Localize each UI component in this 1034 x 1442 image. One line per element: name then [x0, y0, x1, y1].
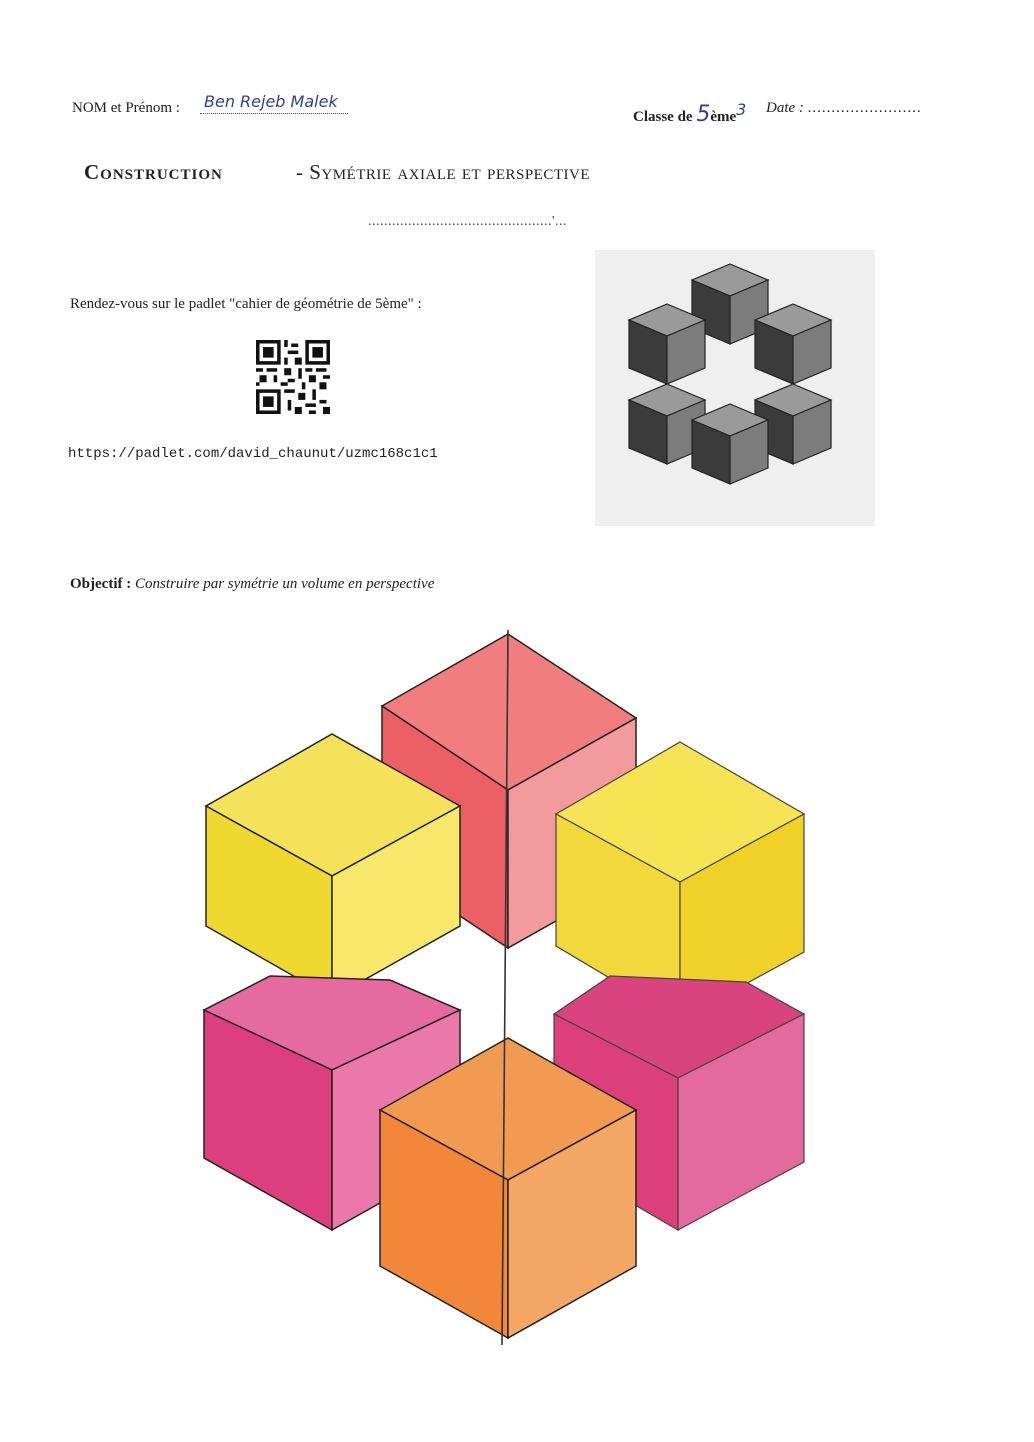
- yellow-cube-right: [554, 741, 806, 1022]
- title-construction: Construction: [84, 160, 223, 184]
- objective: Objectif : Construire par symétrie un vo…: [70, 576, 434, 593]
- padlet-instruction: Rendez-vous sur le padlet "cahier de géo…: [70, 296, 422, 312]
- colored-cubes-drawing: [202, 629, 806, 1346]
- title-dots-line: ........................................…: [368, 214, 568, 229]
- class-suffix: ème: [710, 109, 737, 125]
- class-label-text: Classe de: [633, 109, 693, 125]
- qr-code[interactable]: [256, 340, 330, 414]
- symmetry-axis: [501, 629, 509, 1346]
- qr-code-icon: [256, 340, 330, 414]
- name-field-handwritten[interactable]: Ben Rejeb Malek: [200, 92, 348, 114]
- date-label: Date :: [766, 100, 804, 116]
- date-dots: ........................: [807, 100, 922, 116]
- class-label: Classe de 5ème3: [633, 100, 746, 127]
- class-number-handwritten[interactable]: 3: [736, 100, 747, 119]
- objective-text: Construire par symétrie un volume en per…: [134, 576, 435, 592]
- date-field[interactable]: Date : ........................: [766, 100, 922, 117]
- yellow-cube-left: [204, 733, 462, 1000]
- class-handwritten[interactable]: 5: [696, 102, 711, 127]
- objective-label: Objectif :: [70, 576, 132, 592]
- title-subject: - Symétrie axiale et perspective: [296, 160, 590, 184]
- name-label: NOM et Prénom :: [72, 100, 180, 116]
- reference-cubes-image: [595, 250, 875, 526]
- orange-cube: [378, 1037, 638, 1340]
- padlet-url[interactable]: https://padlet.com/david_chaunut/uzmc168…: [68, 446, 438, 462]
- grey-cubes-illustration: [628, 263, 832, 485]
